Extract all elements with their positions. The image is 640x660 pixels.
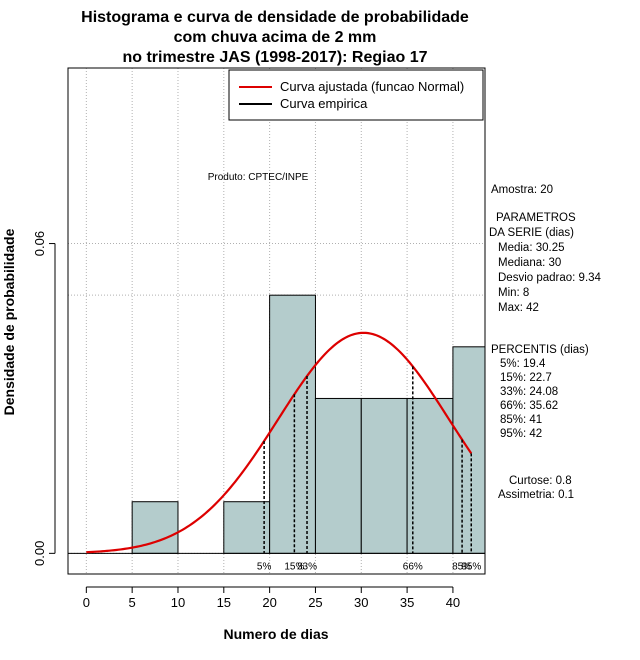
x-tick-label-10: 10 [171, 595, 185, 610]
y-axis-label: Densidade de probabilidade [1, 228, 17, 415]
percentis-title: PERCENTIS (dias) [491, 344, 589, 356]
sample-size: Amostra: 20 [491, 184, 553, 196]
percentil-15: 15%: 22.7 [500, 372, 552, 384]
percentile-label-5: 95% [461, 561, 481, 572]
bars-layer [68, 294, 486, 554]
percentile-layer: 5% 15%33% 66% 85%95% [257, 366, 481, 572]
legend-normal-label: Curva ajustada (funcao Normal) [280, 79, 464, 94]
histogram-bar-2 [223, 501, 271, 554]
y-tick-label-0: 0.00 [32, 541, 47, 566]
plot-frame [67, 67, 486, 575]
x-tick-label-30: 30 [354, 595, 368, 610]
percentile-label-0: 5% [257, 561, 272, 572]
percentil-5: 5%: 19.4 [500, 358, 546, 370]
x-tick-label-15: 15 [217, 595, 231, 610]
percentil-95: 95%: 42 [500, 428, 542, 440]
percentile-label-2: 33% [297, 561, 317, 572]
x-tick-label-40: 40 [446, 595, 460, 610]
histogram-bar-6 [406, 397, 454, 554]
percentil-66: 66%: 35.62 [500, 400, 558, 412]
param-median: Mediana: 30 [498, 257, 561, 269]
histogram-bar-3 [269, 294, 316, 554]
x-tick-label-35: 35 [400, 595, 414, 610]
param-mean: Media: 30.25 [498, 242, 565, 254]
x-tick-label-5: 5 [129, 595, 136, 610]
x-axis-label: Numero de dias [223, 626, 328, 642]
legend: Curva ajustada (funcao Normal) Curva emp… [228, 69, 484, 121]
skewness: Assimetria: 0.1 [498, 489, 574, 501]
chart-title-line-3: no trimestre JAS (1998-2017): Regiao 17 [122, 49, 427, 66]
percentil-85: 85%: 41 [500, 414, 542, 426]
param-std: Desvio padrao: 9.34 [498, 272, 602, 284]
legend-box [228, 69, 484, 121]
product-annotation: Produto: CPTEC/INPE [208, 172, 309, 183]
percentile-label-4: 85% [452, 561, 472, 572]
percentile-label-3: 66% [403, 561, 423, 572]
params-title-2: DA SERIE (dias) [489, 227, 574, 239]
side-panel: Amostra: 20 PARAMETROS DA SERIE (dias) M… [489, 184, 602, 501]
chart-title-line-2: com chuva acima de 2 mm [174, 29, 377, 46]
percentile-label-1: 15% [284, 561, 304, 572]
y-tick-label-1: 0.06 [32, 231, 47, 256]
normal-curve [86, 331, 473, 554]
param-min: Min: 8 [498, 287, 529, 299]
histogram-bar-4 [314, 397, 362, 554]
x-tick-label-20: 20 [262, 595, 276, 610]
histogram-bar-5 [360, 397, 408, 554]
axis-layer: 0 5 10 15 20 25 30 35 40 0.00 0.06 [32, 231, 460, 610]
x-tick-label-0: 0 [83, 595, 90, 610]
params-title-1: PARAMETROS [496, 212, 576, 224]
percentil-33: 33%: 24.08 [500, 386, 558, 398]
x-tick-label-25: 25 [308, 595, 322, 610]
chart-title-line-1: Histograma e curva de densidade de proba… [81, 9, 469, 26]
curve-layer [86, 331, 473, 554]
param-max: Max: 42 [498, 302, 539, 314]
kurtosis: Curtose: 0.8 [509, 475, 572, 487]
legend-empirical-label: Curva empirica [280, 96, 368, 111]
